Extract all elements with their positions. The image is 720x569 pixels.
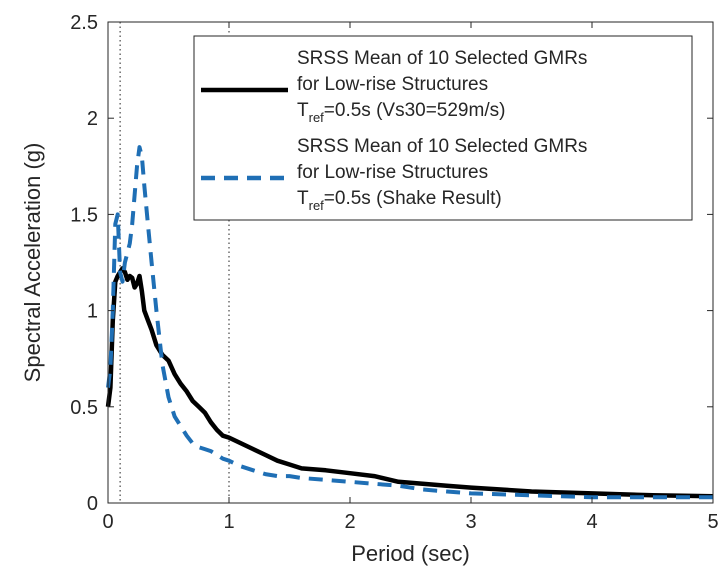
y-tick-label: 2 xyxy=(87,108,98,130)
axis-ticks: 0 1 2 3 4 5 0 0.5 1 1.5 2 2.5 xyxy=(70,12,718,533)
axes-box xyxy=(107,21,714,504)
legend-line-2: for Low-rise Structures xyxy=(297,74,488,95)
y-tick-label: 0 xyxy=(87,493,98,515)
y-tick-label: 0.5 xyxy=(70,397,98,419)
legend-line-1: SRSS Mean of 10 Selected GMRs xyxy=(297,136,587,157)
x-tick-label: 0 xyxy=(102,511,113,533)
x-tick-label: 4 xyxy=(586,511,597,533)
legend-box xyxy=(193,35,693,221)
x-axis-label: Period (sec) xyxy=(351,541,470,566)
y-axis-label: Spectral Acceleration (g) xyxy=(20,143,45,383)
legend-line-3: Tref=0.5s (Vs30=529m/s) xyxy=(297,100,505,125)
y-tick-label: 2.5 xyxy=(70,12,98,34)
legend: SRSS Mean of 10 Selected GMRs for Low-ris… xyxy=(193,35,693,221)
x-tick-label: 5 xyxy=(707,511,718,533)
x-tick-label: 1 xyxy=(223,511,234,533)
legend-line-1: SRSS Mean of 10 Selected GMRs xyxy=(297,48,587,69)
reference-lines xyxy=(119,22,230,503)
series-line-1 xyxy=(106,145,713,500)
series-layer xyxy=(105,145,714,500)
legend-line-3: Tref=0.5s (Shake Result) xyxy=(297,188,502,213)
legend-line-2: for Low-rise Structures xyxy=(297,162,488,183)
x-tick-label: 3 xyxy=(465,511,476,533)
y-tick-label: 1.5 xyxy=(70,204,98,226)
x-tick-label: 2 xyxy=(344,511,355,533)
y-tick-label: 1 xyxy=(87,301,98,323)
series-line-0 xyxy=(105,266,714,499)
